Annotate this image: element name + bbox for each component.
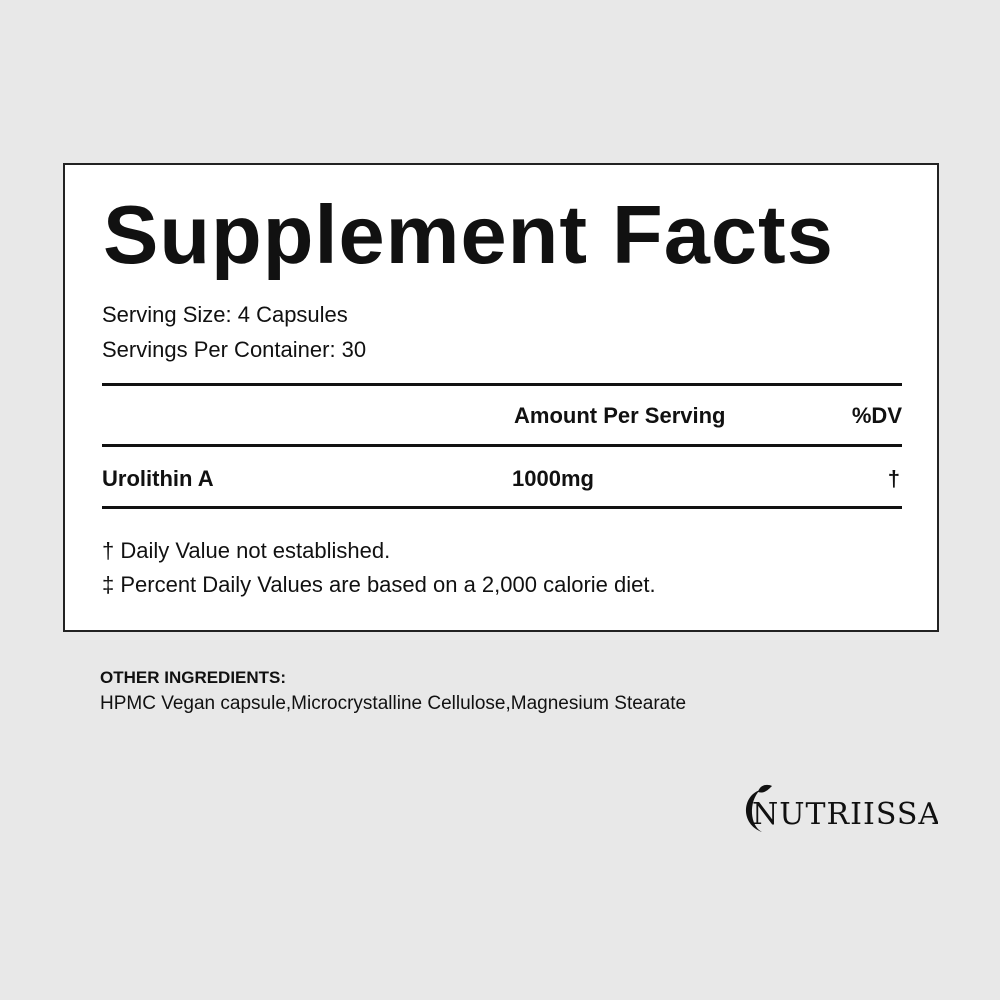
crescent-icon <box>746 790 762 832</box>
column-header-dv: %DV <box>851 403 902 428</box>
leaf-icon <box>758 784 772 793</box>
ingredient-name: Urolithin A <box>102 466 214 491</box>
svg-text:NUTRIISSA: NUTRIISSA <box>752 797 938 832</box>
other-ingredients-text: HPMC Vegan capsule,Microcrystalline Cell… <box>100 693 687 714</box>
servings-per-container: Servings Per Container: 30 <box>102 337 367 362</box>
column-header-amount: Amount Per Serving <box>514 403 726 428</box>
divider <box>102 383 902 386</box>
footnote: † Daily Value not established. <box>102 538 391 563</box>
ingredient-amount: 1000mg <box>512 466 594 491</box>
panel-title: Supplement Facts <box>103 188 834 281</box>
other-ingredients-heading: OTHER INGREDIENTS: <box>100 668 287 687</box>
footnote: ‡ Percent Daily Values are based on a 2,… <box>102 572 656 597</box>
supplement-facts-panel: Supplement Facts Serving Size: 4 Capsule… <box>63 163 939 632</box>
brand-logo: NUTRIISSA <box>746 784 938 832</box>
serving-size: Serving Size: 4 Capsules <box>102 302 348 327</box>
ingredient-dv: † <box>887 466 900 491</box>
divider <box>102 506 902 509</box>
divider <box>102 444 902 447</box>
